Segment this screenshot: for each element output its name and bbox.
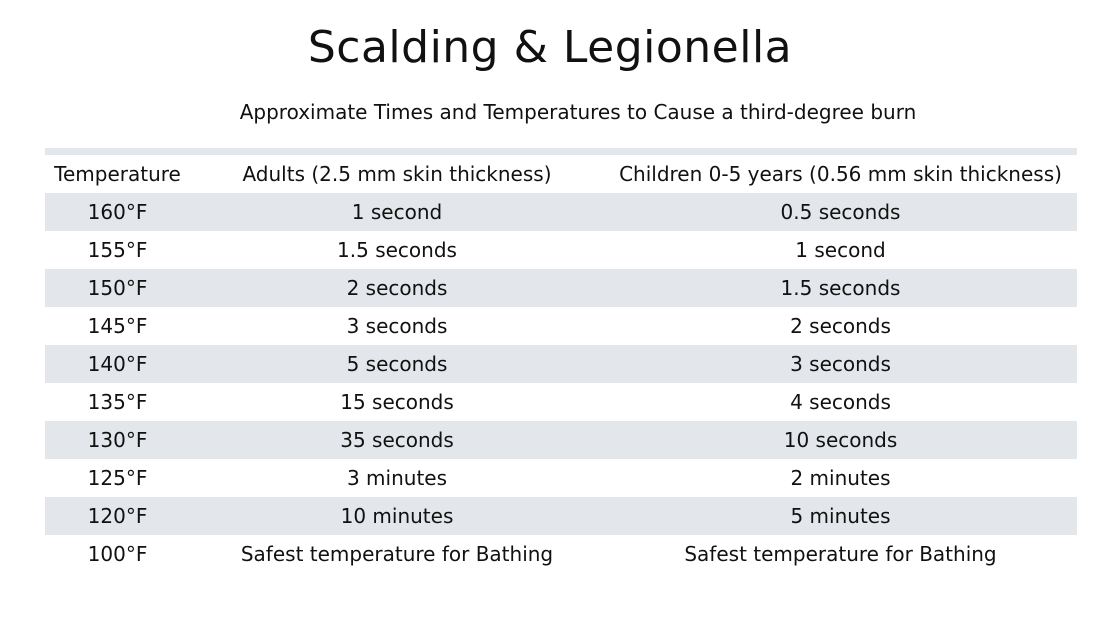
cell-children-time: 1 second — [795, 238, 886, 262]
table-top-rule — [45, 148, 1077, 155]
table-row: 145°F 3 seconds 2 seconds — [45, 307, 1077, 345]
table-row: 100°F Safest temperature for Bathing Safes… — [45, 535, 1077, 573]
table-row: 135°F 15 seconds 4 seconds — [45, 383, 1077, 421]
table-row: 125°F 3 minutes 2 minutes — [45, 459, 1077, 497]
cell-adults-time: Safest temperature for Bathing — [240, 542, 554, 566]
cell-children-time: 10 seconds — [783, 428, 898, 452]
header-temperature: Temperature — [54, 162, 181, 186]
table-row: 130°F 35 seconds 10 seconds — [45, 421, 1077, 459]
burn-time-table: Temperature Adults (2.5 mm skin thicknes… — [45, 148, 1077, 573]
cell-temperature: 145°F — [87, 314, 148, 338]
page-title: Scalding & Legionella — [307, 22, 793, 73]
cell-temperature: 100°F — [87, 542, 148, 566]
cell-temperature: 125°F — [87, 466, 148, 490]
table-row: 150°F 2 seconds 1.5 seconds — [45, 269, 1077, 307]
cell-adults-time: 3 minutes — [346, 466, 448, 490]
cell-children-time: 0.5 seconds — [780, 200, 901, 224]
cell-temperature: 160°F — [87, 200, 148, 224]
cell-children-time: 4 seconds — [790, 390, 891, 414]
cell-temperature: 130°F — [87, 428, 148, 452]
header-children: Children 0-5 years (0.56 mm skin thickne… — [619, 162, 1062, 186]
cell-adults-time: 15 seconds — [340, 390, 454, 414]
header-adults: Adults (2.5 mm skin thickness) — [242, 162, 552, 186]
table-row: 155°F 1.5 seconds 1 second — [45, 231, 1077, 269]
cell-temperature: 150°F — [87, 276, 148, 300]
table-row: 120°F 10 minutes 5 minutes — [45, 497, 1077, 535]
cell-temperature: 120°F — [87, 504, 148, 528]
cell-adults-time: 1.5 seconds — [337, 238, 457, 262]
cell-adults-time: 5 seconds — [346, 352, 448, 376]
page-subtitle: Approximate Times and Temperatures to Ca… — [239, 100, 917, 124]
cell-children-time: 5 minutes — [790, 504, 891, 528]
cell-adults-time: 2 seconds — [346, 276, 448, 300]
cell-adults-time: 3 seconds — [346, 314, 448, 338]
table-body: 160°F 1 second 0.5 seconds 155°F 1.5 seconds… — [45, 193, 1077, 573]
cell-adults-time: 1 second — [351, 200, 443, 224]
cell-children-time: 2 seconds — [790, 314, 891, 338]
cell-children-time: 3 seconds — [790, 352, 891, 376]
cell-children-time: 1.5 seconds — [780, 276, 901, 300]
cell-temperature: 155°F — [87, 238, 148, 262]
cell-children-time: Safest temperature for Bathing — [684, 542, 997, 566]
cell-children-time: 2 minutes — [790, 466, 891, 490]
cell-temperature: 140°F — [87, 352, 148, 376]
cell-temperature: 135°F — [87, 390, 148, 414]
table-row: 160°F 1 second 0.5 seconds — [45, 193, 1077, 231]
table-row: 140°F 5 seconds 3 seconds — [45, 345, 1077, 383]
cell-adults-time: 35 seconds — [340, 428, 454, 452]
table-header-row: Temperature Adults (2.5 mm skin thicknes… — [45, 155, 1077, 193]
cell-adults-time: 10 minutes — [340, 504, 454, 528]
